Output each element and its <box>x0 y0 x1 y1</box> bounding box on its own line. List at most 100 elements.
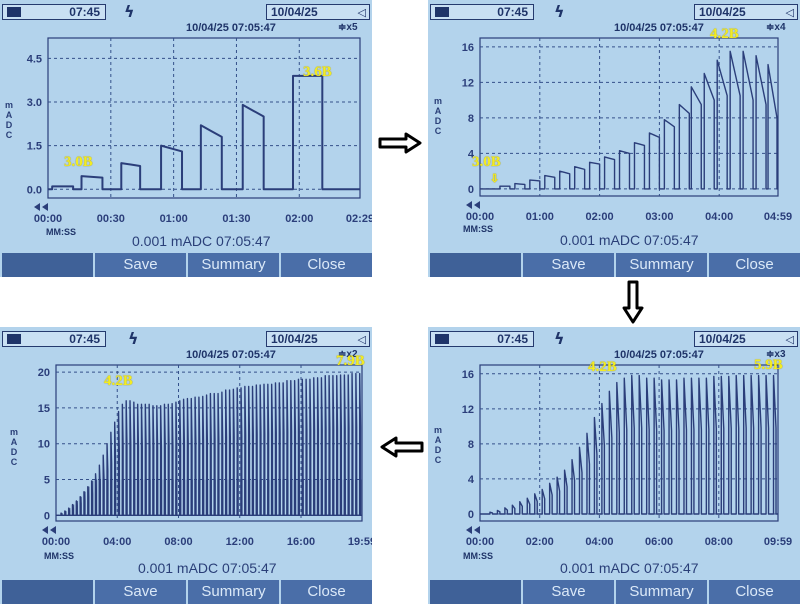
bar-mark <box>335 479 339 516</box>
bar-mark <box>148 479 151 516</box>
x-tick-label: 00:30 <box>97 213 125 225</box>
x-tick-label: 06:00 <box>645 536 673 548</box>
softkey-bar: Save Summary Close <box>0 580 372 604</box>
bar-mark <box>224 479 228 516</box>
bar-mark <box>106 479 109 516</box>
summary-button[interactable]: Summary <box>186 253 279 277</box>
bar-mark <box>125 479 128 516</box>
bar-mark <box>71 504 75 516</box>
screen-panel-3: 07:45 ϟ 10/04/25 ◁ 10/04/25 07:05:47 ≑x3 … <box>428 327 800 604</box>
series-trace <box>480 50 778 190</box>
save-button[interactable]: Save <box>93 253 186 277</box>
y-tick-label: 3.0 <box>27 97 42 109</box>
clock: 07:45 <box>497 332 528 346</box>
y-tick-label: 12 <box>462 404 474 416</box>
save-button[interactable]: Save <box>521 253 614 277</box>
bar-mark <box>270 479 274 516</box>
x-tick-label: 02:00 <box>586 211 614 223</box>
y-axis-label: mADC <box>5 100 14 140</box>
clock-box: 07:45 <box>430 331 534 347</box>
bar-mark <box>83 491 86 516</box>
timestamp: 10/04/25 07:05:47 <box>186 349 276 361</box>
bar-mark <box>190 479 193 516</box>
bar-mark <box>205 479 209 516</box>
y-tick-label: 4 <box>468 474 475 486</box>
y-tick-label: 16 <box>462 42 474 54</box>
bar-mark <box>178 479 182 516</box>
bar-mark <box>301 479 304 516</box>
close-button[interactable]: Close <box>279 580 372 604</box>
close-button[interactable]: Close <box>707 580 800 604</box>
annotation-end: 7.9B <box>336 353 365 369</box>
save-button[interactable]: Save <box>521 580 614 604</box>
bar-mark <box>355 479 358 516</box>
zoom-level: ≑x2 <box>338 349 358 360</box>
x-tick-label: 00:00 <box>42 536 70 548</box>
time-format-label: MM:SS <box>463 551 493 561</box>
date: 10/04/25 <box>271 5 318 19</box>
x-tick-label: 08:00 <box>164 536 192 548</box>
zoom-level: ≑x4 <box>766 22 786 33</box>
scroll-arrows-icon <box>466 526 480 534</box>
time-format-label: MM:SS <box>463 224 493 234</box>
y-tick-label: 8 <box>468 439 474 451</box>
bar-mark <box>240 479 243 516</box>
bar-mark <box>64 510 67 516</box>
softkey-blank[interactable] <box>428 253 521 277</box>
softkey-blank[interactable] <box>0 580 93 604</box>
y-tick-label: 10 <box>38 439 50 451</box>
screen-panel-2: 07:45 ϟ 10/04/25 ◁ 10/04/25 07:05:47 ≑x4 … <box>428 0 800 277</box>
timestamp: 10/04/25 07:05:47 <box>186 22 276 34</box>
cursor-readout: 0.001 mADC 07:05:47 <box>560 560 699 576</box>
save-button[interactable]: Save <box>93 580 186 604</box>
bar-mark <box>90 480 94 516</box>
bar-mark <box>79 496 82 516</box>
softkey-bar: Save Summary Close <box>428 253 800 277</box>
bar-mark <box>209 479 213 516</box>
bar-mark <box>117 479 121 516</box>
arrow-down-icon <box>622 280 644 324</box>
bar-mark <box>186 479 190 516</box>
speaker-icon: ◁ <box>357 333 366 346</box>
series-trace <box>56 372 362 516</box>
bar-mark <box>98 479 101 516</box>
screen-panel-4: 07:45 ϟ 10/04/25 ◁ 10/04/25 07:05:47 ≑x2 … <box>0 327 372 604</box>
arrow-right-icon <box>378 132 422 154</box>
close-button[interactable]: Close <box>279 253 372 277</box>
clock-box: 07:45 <box>2 4 106 20</box>
scroll-arrows-icon <box>42 526 56 534</box>
bar-mark <box>309 479 312 516</box>
summary-button[interactable]: Summary <box>614 580 707 604</box>
time-format-label: MM:SS <box>44 551 74 561</box>
bar-mark <box>136 479 140 516</box>
bar-mark <box>167 479 170 516</box>
softkey-blank[interactable] <box>428 580 521 604</box>
chart: 0 5 10 15 20 00:00 04:00 08:00 12:00 16:00 19:59 <box>38 364 372 548</box>
close-button[interactable]: Close <box>707 253 800 277</box>
battery-icon <box>7 7 21 17</box>
y-tick-label: 0 <box>468 509 474 521</box>
bar-mark <box>351 479 354 516</box>
zoom-level: ≑x5 <box>338 22 358 33</box>
bar-mark <box>289 479 293 516</box>
power-bolt-icon: ϟ <box>554 329 565 348</box>
y-tick-label: 1.5 <box>27 141 42 153</box>
summary-button[interactable]: Summary <box>614 253 707 277</box>
bar-mark <box>251 479 255 516</box>
x-tick-label: 01:00 <box>160 213 188 225</box>
cursor-readout: 0.001 mADC 07:05:47 <box>138 560 277 576</box>
x-tick-label: 04:00 <box>705 211 733 223</box>
bar-mark <box>201 479 205 516</box>
clock-box: 07:45 <box>430 4 534 20</box>
summary-button[interactable]: Summary <box>186 580 279 604</box>
bar-mark <box>228 479 232 516</box>
y-tick-label: 0 <box>44 510 50 522</box>
softkey-blank[interactable] <box>0 253 93 277</box>
bar-mark <box>194 479 197 516</box>
plot-frame <box>55 364 363 522</box>
date: 10/04/25 <box>699 332 746 346</box>
date-box: 10/04/25 ◁ <box>266 4 370 20</box>
bar-mark <box>316 479 320 516</box>
bar-mark <box>140 479 144 516</box>
x-tick-label: 01:30 <box>222 213 250 225</box>
